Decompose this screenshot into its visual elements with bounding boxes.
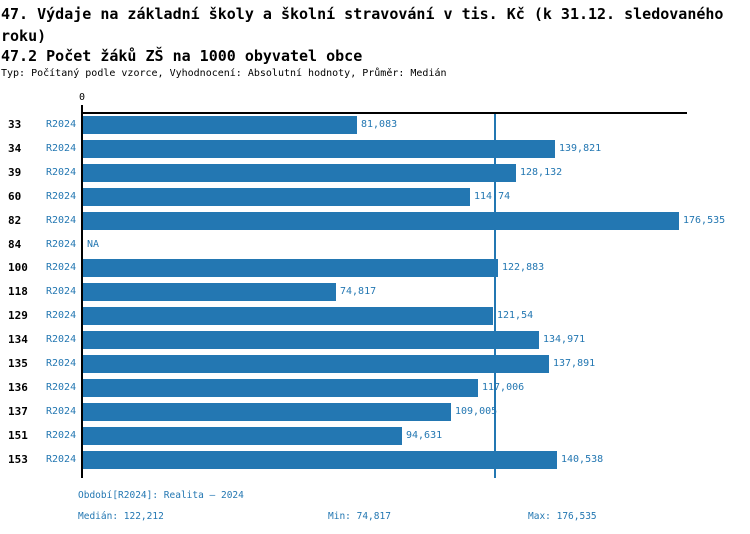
value-bar[interactable] xyxy=(83,403,451,421)
value-bar[interactable] xyxy=(83,259,498,277)
table-row: 151 R2024 94,631 xyxy=(0,427,750,445)
table-row: 60 R2024 114,74 xyxy=(0,188,750,206)
row-category-label: 136 xyxy=(8,381,28,394)
value-bar[interactable] xyxy=(83,331,539,349)
value-bar[interactable] xyxy=(83,164,516,182)
bar-value-label: 121,54 xyxy=(497,310,534,321)
chart-meta-line: Typ: Počítaný podle vzorce, Vyhodnocení:… xyxy=(1,68,447,79)
row-category-label: 100 xyxy=(8,261,28,274)
row-category-label: 39 xyxy=(8,166,22,179)
row-period-label: R2024 xyxy=(46,310,77,321)
x-axis-line xyxy=(81,112,687,114)
bar-value-label: 117,006 xyxy=(482,382,525,393)
bar-value-label: 137,891 xyxy=(553,358,596,369)
table-row: 82 R2024 176,535 xyxy=(0,212,750,230)
x-axis-zero-tick xyxy=(81,105,83,114)
row-category-label: 84 xyxy=(8,238,22,251)
value-bar[interactable] xyxy=(83,212,679,230)
table-row: 84 R2024 NA xyxy=(0,236,750,254)
row-period-label: R2024 xyxy=(46,262,77,273)
row-category-label: 129 xyxy=(8,309,28,322)
row-category-label: 153 xyxy=(8,453,28,466)
median-reference-line xyxy=(494,114,496,478)
row-period-label: R2024 xyxy=(46,167,77,178)
bar-value-label: 139,821 xyxy=(559,143,602,154)
value-bar[interactable] xyxy=(83,307,493,325)
bar-value-label: 122,883 xyxy=(502,262,545,273)
footer-max-stat: Max: 176,535 xyxy=(528,511,597,522)
row-period-label: R2024 xyxy=(46,382,77,393)
bar-value-label: 176,535 xyxy=(683,215,726,226)
bar-value-label: 134,971 xyxy=(543,334,586,345)
table-row: 136 R2024 117,006 xyxy=(0,379,750,397)
row-category-label: 135 xyxy=(8,357,28,370)
chart-subtitle: 47.2 Počet žáků ZŠ na 1000 obyvatel obce xyxy=(1,47,363,65)
bar-value-label: 109,005 xyxy=(455,406,498,417)
bar-value-label: 140,538 xyxy=(561,454,604,465)
table-row: 39 R2024 128,132 xyxy=(0,164,750,182)
value-bar[interactable] xyxy=(83,116,357,134)
table-row: 129 R2024 121,54 xyxy=(0,307,750,325)
row-period-label: R2024 xyxy=(46,406,77,417)
bar-value-label: 114,74 xyxy=(474,191,511,202)
footer-period-note: Období[R2024]: Realita – 2024 xyxy=(78,490,244,501)
row-category-label: 60 xyxy=(8,190,22,203)
row-period-label: R2024 xyxy=(46,286,77,297)
x-axis-zero-tick-label: 0 xyxy=(78,92,86,103)
row-category-label: 33 xyxy=(8,118,22,131)
table-row: 100 R2024 122,883 xyxy=(0,259,750,277)
value-bar[interactable] xyxy=(83,283,336,301)
row-category-label: 34 xyxy=(8,142,22,155)
table-row: 33 R2024 81,083 xyxy=(0,116,750,134)
value-bar[interactable] xyxy=(83,188,470,206)
row-category-label: 118 xyxy=(8,285,28,298)
bar-value-label: 81,083 xyxy=(361,119,398,130)
table-row: 135 R2024 137,891 xyxy=(0,355,750,373)
row-period-label: R2024 xyxy=(46,454,77,465)
row-category-label: 137 xyxy=(8,405,28,418)
row-period-label: R2024 xyxy=(46,239,77,250)
row-period-label: R2024 xyxy=(46,334,77,345)
bar-value-label: 74,817 xyxy=(340,286,377,297)
row-period-label: R2024 xyxy=(46,191,77,202)
row-category-label: 151 xyxy=(8,429,28,442)
footer-median-stat: Medián: 122,212 xyxy=(78,511,164,522)
value-bar[interactable] xyxy=(83,355,549,373)
row-period-label: R2024 xyxy=(46,358,77,369)
row-category-label: 134 xyxy=(8,333,28,346)
table-row: 137 R2024 109,005 xyxy=(0,403,750,421)
table-row: 118 R2024 74,817 xyxy=(0,283,750,301)
bar-value-label: 128,132 xyxy=(520,167,563,178)
value-bar[interactable] xyxy=(83,451,557,469)
row-category-label: 82 xyxy=(8,214,22,227)
row-period-label: R2024 xyxy=(46,430,77,441)
row-period-label: R2024 xyxy=(46,143,77,154)
chart-title: 47. Výdaje na základní školy a školní st… xyxy=(1,5,724,45)
table-row: 153 R2024 140,538 xyxy=(0,451,750,469)
table-row: 34 R2024 139,821 xyxy=(0,140,750,158)
row-period-label: R2024 xyxy=(46,215,77,226)
value-bar[interactable] xyxy=(83,379,478,397)
footer-min-stat: Min: 74,817 xyxy=(328,511,391,522)
value-bar[interactable] xyxy=(83,427,402,445)
y-axis-line xyxy=(81,112,83,478)
bar-value-label: NA xyxy=(87,239,100,250)
table-row: 134 R2024 134,971 xyxy=(0,331,750,349)
row-period-label: R2024 xyxy=(46,119,77,130)
bar-value-label: 94,631 xyxy=(406,430,443,441)
value-bar[interactable] xyxy=(83,140,555,158)
